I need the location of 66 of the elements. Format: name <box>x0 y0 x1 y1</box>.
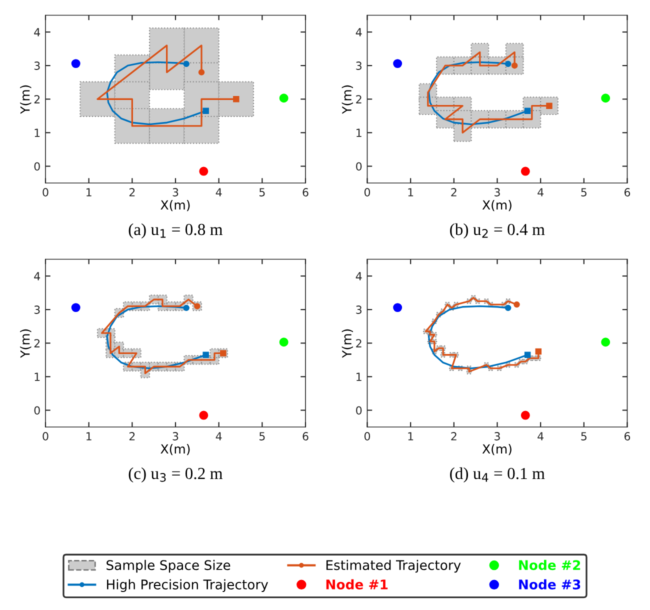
x-tick-label: 6 <box>624 188 630 196</box>
y-tick-label: 1 <box>34 128 40 137</box>
x-tick-label: 0 <box>364 188 370 196</box>
x-tick-label: 3 <box>172 432 178 440</box>
legend-label: Sample Space Size <box>106 560 230 573</box>
x-axis-title: X(m) <box>482 444 512 456</box>
y-tick-label: 0 <box>34 406 40 415</box>
text: (c) u$_{3}$ = 0.2 m <box>128 467 223 483</box>
legend-label: Node #1 <box>326 579 388 590</box>
x-tick-label: 0 <box>364 432 370 440</box>
y-tick-label: 2 <box>356 339 362 348</box>
x-tick-label: 6 <box>302 432 308 440</box>
x-tick-label: 2 <box>451 188 456 196</box>
y-tick-label: 3 <box>34 306 40 314</box>
x-tick-label: 2 <box>129 188 135 196</box>
y-tick-label: 1 <box>34 372 40 381</box>
x-tick-label: 4 <box>538 432 544 440</box>
x-tick-label: 3 <box>494 432 500 440</box>
y-tick-label: 4 <box>356 272 362 280</box>
y-tick-label: 3 <box>356 62 362 70</box>
x-tick-label: 1 <box>408 432 414 440</box>
x-tick-label: 4 <box>216 432 222 440</box>
x-tick-label: 3 <box>494 188 500 196</box>
x-tick-label: 4 <box>216 188 222 196</box>
x-tick-label: 0 <box>42 188 48 196</box>
x-tick-label: 1 <box>86 432 92 440</box>
y-tick-label: 2 <box>34 95 40 104</box>
x-tick-label: 3 <box>172 188 178 196</box>
legend-label: High Precision Trajectory <box>107 579 268 592</box>
y-tick-label: 3 <box>34 62 40 70</box>
x-tick-label: 5 <box>259 188 265 196</box>
y-tick-label: 4 <box>34 272 40 280</box>
y-tick-label: 4 <box>34 28 40 36</box>
y-tick-label: 0 <box>356 162 362 171</box>
x-tick-label: 5 <box>581 188 586 196</box>
y-axis-title: Y(m) <box>342 85 353 114</box>
x-axis-title: X(m) <box>160 444 190 456</box>
text: (b) u$_{2}$ = 0.4 m <box>450 223 545 239</box>
x-tick-label: 5 <box>581 432 586 440</box>
y-tick-label: 0 <box>356 406 362 415</box>
x-tick-label: 1 <box>86 188 92 196</box>
y-tick-label: 0 <box>34 162 40 171</box>
y-tick-label: 1 <box>356 372 362 381</box>
y-axis-title: Y(m) <box>20 85 32 114</box>
y-tick-label: 2 <box>356 95 362 104</box>
x-tick-label: 4 <box>538 188 544 196</box>
y-tick-label: 1 <box>356 128 362 137</box>
x-tick-label: 2 <box>129 432 135 440</box>
x-tick-label: 6 <box>624 432 630 440</box>
text: (a) u$_{1}$ = 0.8 m <box>128 223 223 239</box>
x-tick-label: 1 <box>408 188 414 196</box>
y-tick-label: 2 <box>34 339 40 348</box>
x-tick-label: 5 <box>259 432 265 440</box>
y-axis-title: Y(m) <box>20 329 32 358</box>
y-tick-label: 3 <box>356 306 362 314</box>
x-tick-label: 2 <box>451 432 456 440</box>
legend-label: Estimated Trajectory <box>326 560 461 573</box>
x-tick-label: 0 <box>42 432 48 440</box>
x-axis-title: X(m) <box>160 200 190 212</box>
y-tick-label: 4 <box>356 28 362 36</box>
text: (d) u$_{4}$ = 0.1 m <box>450 467 545 483</box>
y-axis-title: Y(m) <box>342 329 353 358</box>
x-axis-title: X(m) <box>482 200 512 212</box>
legend-label: Node #3 <box>519 579 580 590</box>
x-tick-label: 6 <box>302 188 308 196</box>
legend-label: Node #2 <box>519 560 580 570</box>
